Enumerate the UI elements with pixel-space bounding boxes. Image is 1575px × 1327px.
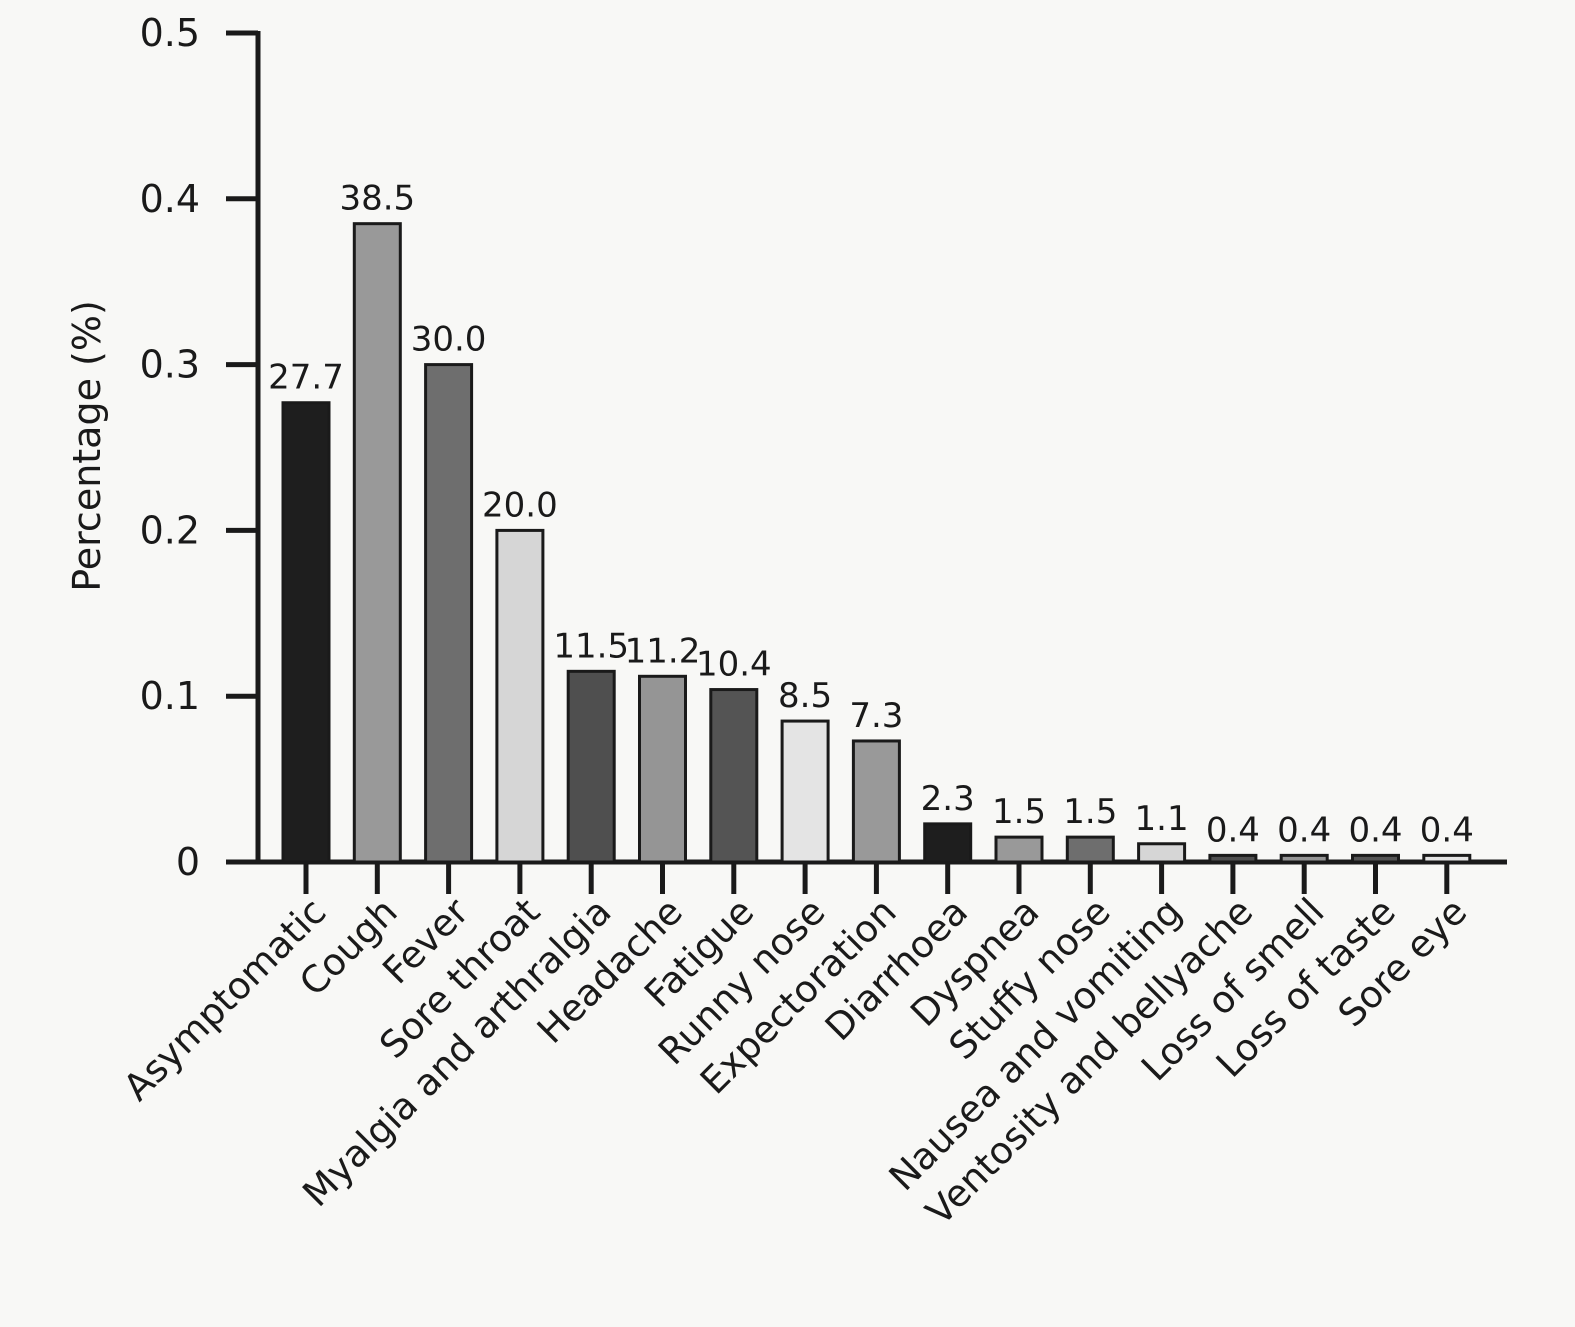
data-label: 38.5	[339, 179, 415, 219]
data-label: 2.3	[921, 779, 975, 819]
data-label: 10.4	[696, 645, 772, 685]
bar	[994, 835, 1044, 864]
bar	[1065, 835, 1115, 864]
bar	[638, 674, 687, 864]
bar	[851, 739, 901, 864]
data-label: 11.2	[625, 631, 701, 671]
bar	[1208, 853, 1258, 864]
data-label: 0.4	[1277, 810, 1331, 850]
y-tick-label: 0.3	[140, 343, 200, 387]
data-label: 1.5	[992, 792, 1046, 832]
y-tick-label: 0.4	[140, 177, 200, 221]
data-label: 1.5	[1063, 792, 1117, 832]
data-labels: 27.7 38.5 30.0 20.0 11.511.210.48.5 7.3 2.3 1.5…	[268, 179, 1474, 851]
y-tick-label: 0.5	[140, 11, 200, 55]
bar	[1422, 853, 1472, 864]
bar	[352, 222, 402, 864]
y-axis-title: Percentage (%)	[65, 300, 109, 592]
bar	[1137, 842, 1187, 864]
bars	[281, 222, 1472, 864]
y-axis: 0 0.1 0.2 0.3 0.4 0.5	[140, 11, 261, 884]
data-label: 30.0	[411, 320, 487, 360]
data-label: 27.7	[268, 358, 344, 398]
bar	[923, 822, 973, 864]
y-tick-label: 0.1	[140, 674, 200, 718]
bar	[1279, 853, 1329, 864]
bar	[495, 528, 545, 864]
bar	[424, 363, 474, 864]
data-label: 1.1	[1135, 799, 1189, 839]
x-axis	[256, 859, 1507, 894]
data-label: 0.4	[1420, 810, 1474, 850]
bar	[281, 401, 331, 864]
y-tick-label: 0	[176, 840, 200, 884]
data-label: 8.5	[778, 676, 832, 716]
data-label: 0.4	[1206, 810, 1260, 850]
x-tick-label: Asymptomatic	[115, 890, 334, 1109]
data-label: 11.5	[553, 626, 629, 666]
y-tick-label: 0.2	[140, 508, 200, 552]
data-label: 20.0	[482, 485, 558, 525]
bar	[566, 669, 616, 864]
bar	[709, 688, 759, 864]
bar	[1351, 853, 1400, 864]
data-label: 7.3	[849, 696, 903, 736]
bar	[780, 719, 830, 864]
data-label: 0.4	[1348, 810, 1402, 850]
